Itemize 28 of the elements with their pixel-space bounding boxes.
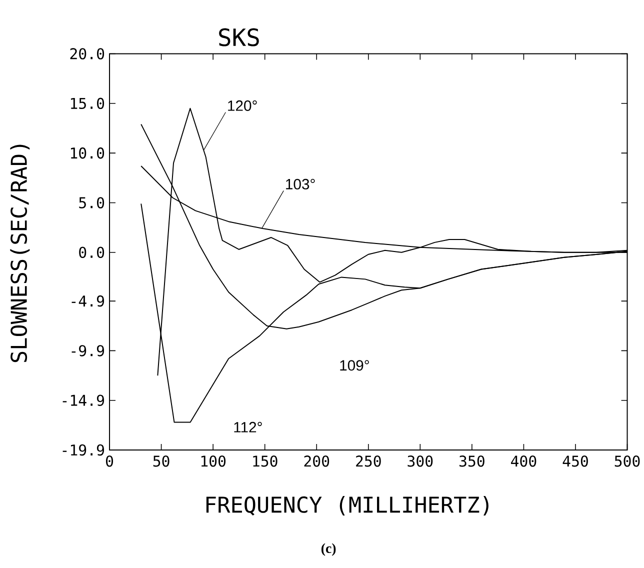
x-tick-label: 0: [106, 456, 114, 468]
annotation: 103°: [286, 179, 315, 190]
annotation: 112°: [234, 422, 262, 433]
y-tick-label: -19.9: [62, 444, 104, 456]
y-tick-label: 15.0: [70, 98, 104, 110]
x-tick-label: 50: [153, 456, 170, 468]
y-tick-label: -4.9: [72, 296, 104, 307]
y-tick-label: -9.9: [72, 345, 104, 357]
x-tick-label: 150: [253, 456, 278, 468]
chart-title: SKS: [219, 28, 259, 47]
annotation: 120°: [228, 100, 257, 112]
x-tick-label: 250: [356, 456, 381, 468]
x-tick-label: 300: [408, 456, 433, 468]
x-tick-label: 350: [459, 456, 484, 468]
y-axis-title: SLOWNESS(SEC/RAD): [10, 145, 30, 362]
y-tick-label: 0.0: [79, 247, 104, 258]
x-tick-label: 450: [562, 456, 588, 468]
x-tick-label: 100: [201, 456, 226, 468]
text: (c): [321, 544, 336, 556]
x-tick-label: 400: [511, 456, 536, 468]
x-axis-title: FREQUENCY (MILLIHERTZ): [206, 496, 488, 516]
annotation: 109°: [340, 360, 369, 371]
y-tick-label: 5.0: [79, 197, 104, 209]
y-tick-label: 20.0: [70, 48, 104, 60]
x-tick-label: 200: [304, 456, 330, 468]
x-tick-label: 500: [614, 456, 640, 468]
y-tick-label: -14.9: [62, 394, 104, 406]
y-tick-label: 10.0: [70, 148, 104, 159]
